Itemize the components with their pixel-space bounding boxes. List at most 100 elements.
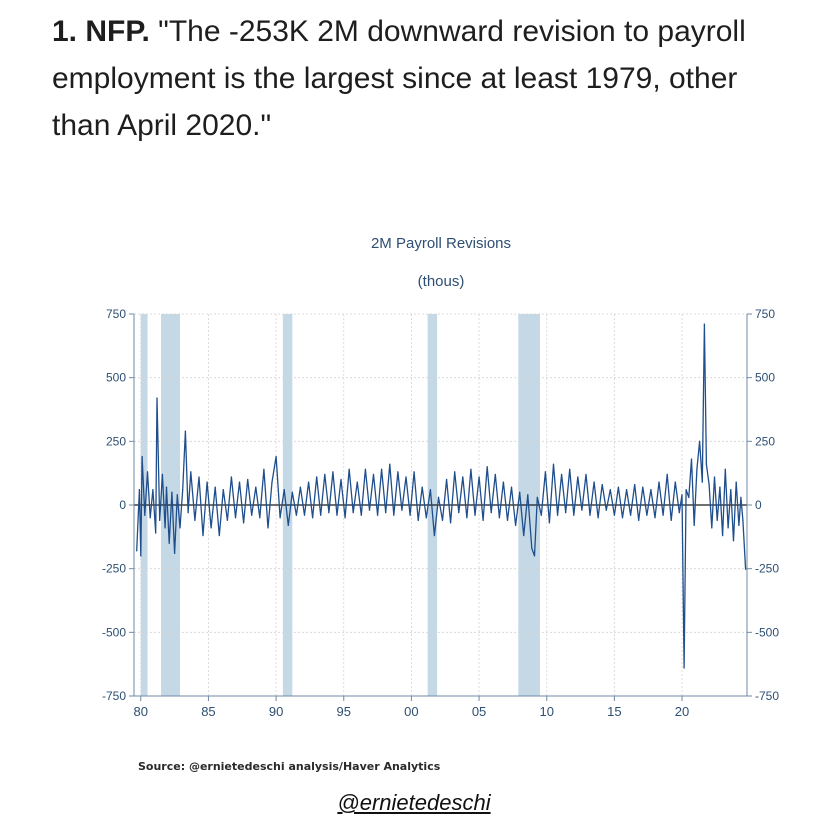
data-point bbox=[646, 514, 648, 516]
data-point bbox=[634, 484, 636, 486]
data-point bbox=[344, 517, 346, 519]
data-point bbox=[299, 486, 302, 488]
data-point bbox=[149, 517, 151, 519]
headline-text: "The -253K 2M downward revision to payro… bbox=[52, 15, 746, 142]
data-point bbox=[625, 489, 628, 491]
data-point bbox=[688, 496, 690, 498]
data-point bbox=[490, 512, 492, 514]
data-point bbox=[658, 481, 660, 483]
y-tick-label-right: 750 bbox=[755, 307, 775, 321]
data-point bbox=[190, 471, 192, 473]
data-point bbox=[263, 468, 265, 470]
data-point bbox=[708, 484, 710, 486]
data-point bbox=[376, 514, 379, 516]
data-point bbox=[360, 514, 362, 516]
data-point bbox=[585, 473, 587, 476]
data-point bbox=[271, 481, 273, 483]
y-tick-label-right: 250 bbox=[755, 434, 775, 448]
data-point bbox=[144, 514, 146, 516]
data-point bbox=[738, 524, 740, 526]
data-point bbox=[202, 534, 204, 537]
data-point bbox=[173, 552, 176, 554]
data-point bbox=[454, 471, 456, 473]
chart-title: 2M Payroll Revisions bbox=[371, 235, 511, 252]
data-point bbox=[255, 486, 257, 488]
data-point bbox=[324, 473, 326, 476]
x-tick-label: 90 bbox=[269, 704, 283, 719]
data-point bbox=[405, 476, 407, 478]
data-point bbox=[164, 527, 166, 529]
author-handle[interactable]: @ernietedeschi bbox=[337, 790, 491, 815]
data-point bbox=[506, 519, 509, 521]
data-point bbox=[589, 514, 591, 516]
y-tick-label-left: -500 bbox=[102, 625, 126, 639]
data-point bbox=[429, 489, 431, 491]
data-point bbox=[638, 519, 640, 521]
data-point bbox=[206, 481, 208, 483]
data-point bbox=[670, 519, 672, 521]
data-point bbox=[527, 494, 529, 496]
data-point bbox=[393, 514, 395, 516]
y-tick-label-right: 500 bbox=[755, 371, 775, 385]
y-tick-label-left: -750 bbox=[102, 689, 126, 703]
y-tick-label-right: 0 bbox=[755, 498, 762, 512]
data-point bbox=[267, 527, 269, 529]
data-point bbox=[609, 489, 611, 491]
data-point bbox=[409, 514, 411, 516]
data-point bbox=[171, 491, 173, 493]
data-point bbox=[536, 496, 538, 498]
data-point bbox=[425, 517, 427, 519]
data-point bbox=[552, 463, 555, 465]
data-point bbox=[703, 323, 705, 325]
data-point bbox=[283, 489, 285, 491]
data-point bbox=[176, 494, 178, 496]
data-point bbox=[470, 468, 472, 470]
data-point bbox=[724, 468, 726, 470]
data-point bbox=[437, 496, 440, 498]
data-point bbox=[727, 527, 729, 529]
y-tick-label-right: -750 bbox=[755, 689, 779, 703]
data-point bbox=[450, 522, 452, 524]
data-point bbox=[214, 486, 216, 488]
headline: 1. NFP. "The -253K 2M downward revision … bbox=[52, 8, 802, 149]
data-point bbox=[397, 471, 399, 473]
data-point bbox=[389, 463, 391, 465]
data-point bbox=[740, 496, 742, 498]
data-point bbox=[279, 517, 281, 519]
data-point bbox=[696, 468, 698, 470]
data-point bbox=[140, 555, 142, 557]
data-point bbox=[421, 486, 423, 488]
data-point bbox=[356, 481, 358, 483]
data-point bbox=[699, 440, 701, 442]
data-point bbox=[138, 489, 141, 491]
data-point bbox=[716, 519, 718, 521]
data-point bbox=[482, 519, 484, 521]
data-point bbox=[381, 468, 383, 470]
data-point bbox=[569, 468, 571, 470]
y-tick-label-left: 500 bbox=[106, 371, 126, 385]
y-tick-label-right: -250 bbox=[755, 562, 779, 576]
data-point bbox=[307, 481, 310, 483]
data-point bbox=[531, 547, 533, 549]
data-point bbox=[184, 430, 187, 432]
data-point bbox=[605, 509, 607, 511]
data-point bbox=[238, 481, 241, 483]
data-point bbox=[519, 491, 521, 493]
data-point bbox=[593, 481, 595, 483]
data-point bbox=[159, 519, 161, 521]
data-point bbox=[621, 517, 624, 519]
data-point bbox=[713, 476, 716, 478]
data-point bbox=[368, 509, 371, 511]
data-point bbox=[372, 473, 375, 476]
data-point bbox=[711, 527, 713, 529]
data-point bbox=[275, 456, 277, 458]
data-point bbox=[198, 476, 200, 478]
data-point bbox=[662, 514, 664, 516]
data-point bbox=[693, 524, 695, 526]
data-point bbox=[502, 481, 505, 483]
data-point bbox=[742, 519, 744, 521]
data-point bbox=[328, 512, 330, 514]
data-point bbox=[348, 468, 350, 470]
data-point bbox=[458, 512, 460, 514]
data-point bbox=[565, 512, 567, 514]
